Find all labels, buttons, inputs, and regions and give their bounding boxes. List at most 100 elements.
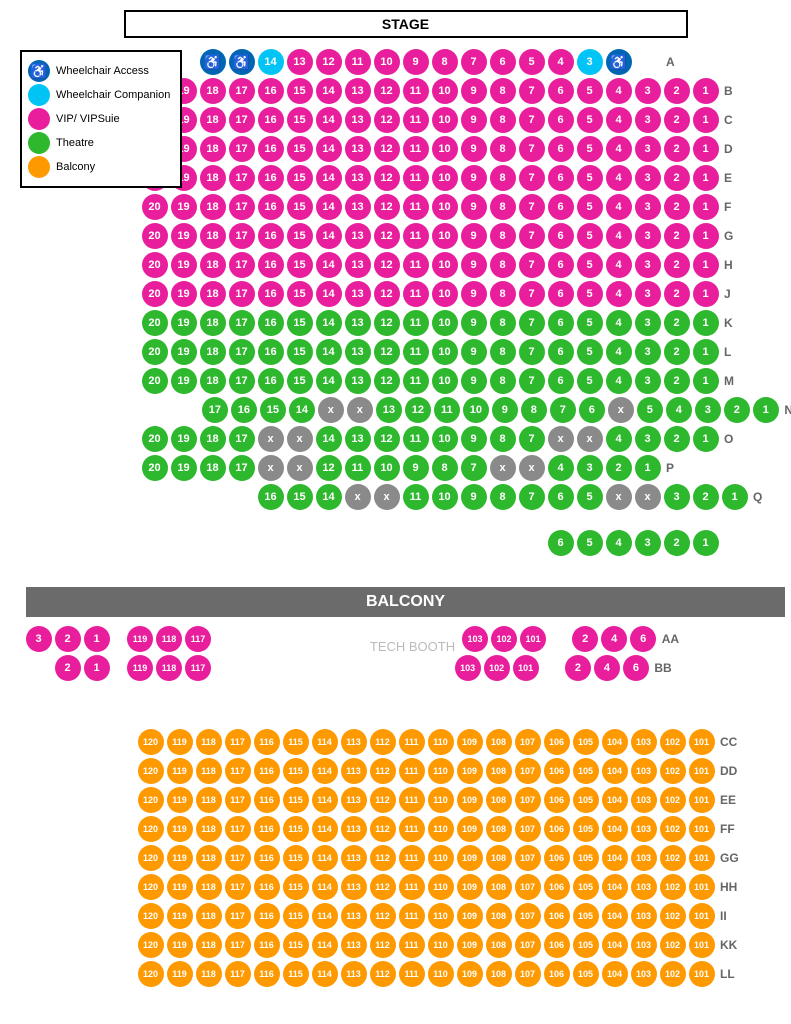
seat[interactable]: 5 <box>577 368 603 394</box>
seat[interactable]: 16 <box>258 107 284 133</box>
seat[interactable]: 15 <box>287 310 313 336</box>
seat[interactable]: 115 <box>283 845 309 871</box>
seat[interactable]: 102 <box>660 961 686 987</box>
seat[interactable]: 14 <box>316 339 342 365</box>
seat[interactable]: 14 <box>316 223 342 249</box>
seat[interactable]: 8 <box>432 49 458 75</box>
seat[interactable]: 10 <box>432 78 458 104</box>
seat[interactable]: 114 <box>312 845 338 871</box>
seat[interactable]: 4 <box>606 136 632 162</box>
seat[interactable]: 6 <box>548 339 574 365</box>
seat[interactable]: 14 <box>316 107 342 133</box>
seat[interactable]: 16 <box>258 165 284 191</box>
seat[interactable]: 10 <box>432 194 458 220</box>
seat[interactable]: 2 <box>664 310 690 336</box>
seat[interactable]: 107 <box>515 816 541 842</box>
seat[interactable]: 113 <box>341 932 367 958</box>
seat[interactable]: 3 <box>635 252 661 278</box>
seat[interactable]: 4 <box>606 107 632 133</box>
seat[interactable]: 3 <box>635 281 661 307</box>
seat[interactable]: 112 <box>370 961 396 987</box>
seat[interactable]: 106 <box>544 903 570 929</box>
seat[interactable]: 15 <box>287 165 313 191</box>
seat[interactable]: 17 <box>229 78 255 104</box>
seat[interactable]: 8 <box>490 426 516 452</box>
seat[interactable]: 7 <box>519 368 545 394</box>
seat[interactable]: 14 <box>316 136 342 162</box>
seat[interactable]: 105 <box>573 932 599 958</box>
seat[interactable]: 19 <box>171 455 197 481</box>
seat[interactable]: 106 <box>544 758 570 784</box>
seat[interactable]: 111 <box>399 729 425 755</box>
seat[interactable]: 3 <box>635 310 661 336</box>
seat[interactable]: 4 <box>606 223 632 249</box>
seat[interactable]: 17 <box>229 281 255 307</box>
seat[interactable]: 11 <box>403 310 429 336</box>
seat[interactable]: 119 <box>127 626 153 652</box>
seat[interactable]: 13 <box>345 136 371 162</box>
seat[interactable]: 106 <box>544 874 570 900</box>
seat[interactable]: 14 <box>316 165 342 191</box>
seat[interactable]: 115 <box>283 816 309 842</box>
seat[interactable]: 16 <box>231 397 257 423</box>
seat[interactable]: 1 <box>693 223 719 249</box>
seat[interactable]: 104 <box>602 758 628 784</box>
seat[interactable]: 5 <box>577 310 603 336</box>
seat[interactable]: 106 <box>544 961 570 987</box>
seat[interactable]: 9 <box>461 368 487 394</box>
seat[interactable]: 103 <box>631 932 657 958</box>
seat[interactable]: 3 <box>664 484 690 510</box>
seat[interactable]: 113 <box>341 961 367 987</box>
seat[interactable]: 12 <box>405 397 431 423</box>
seat[interactable]: 6 <box>548 78 574 104</box>
seat[interactable]: 111 <box>399 874 425 900</box>
seat[interactable]: 109 <box>457 932 483 958</box>
seat[interactable]: 10 <box>432 281 458 307</box>
seat[interactable]: x <box>318 397 344 423</box>
seat[interactable]: 12 <box>374 252 400 278</box>
seat[interactable]: 19 <box>171 310 197 336</box>
seat[interactable]: 13 <box>345 426 371 452</box>
seat[interactable]: 15 <box>287 339 313 365</box>
seat[interactable]: 14 <box>316 368 342 394</box>
seat[interactable]: 16 <box>258 78 284 104</box>
seat[interactable]: 103 <box>455 655 481 681</box>
seat[interactable]: 18 <box>200 339 226 365</box>
seat[interactable]: 117 <box>225 787 251 813</box>
seat[interactable]: 2 <box>664 223 690 249</box>
seat[interactable]: 6 <box>548 107 574 133</box>
seat[interactable]: 2 <box>693 484 719 510</box>
seat[interactable]: 20 <box>142 310 168 336</box>
seat[interactable]: 111 <box>399 903 425 929</box>
seat[interactable]: 14 <box>316 194 342 220</box>
seat[interactable]: 4 <box>606 368 632 394</box>
seat[interactable]: 11 <box>403 252 429 278</box>
seat[interactable]: 113 <box>341 874 367 900</box>
seat[interactable]: 16 <box>258 252 284 278</box>
seat[interactable]: 1 <box>693 530 719 556</box>
seat[interactable]: 8 <box>490 194 516 220</box>
seat[interactable]: 10 <box>432 484 458 510</box>
seat[interactable]: 12 <box>374 223 400 249</box>
seat[interactable]: 5 <box>577 339 603 365</box>
seat[interactable]: 108 <box>486 961 512 987</box>
seat[interactable]: x <box>258 455 284 481</box>
seat[interactable]: 13 <box>345 281 371 307</box>
seat[interactable]: 110 <box>428 845 454 871</box>
seat[interactable]: 117 <box>225 903 251 929</box>
seat[interactable]: 6 <box>490 49 516 75</box>
seat[interactable]: 103 <box>631 845 657 871</box>
seat[interactable]: 2 <box>664 281 690 307</box>
seat[interactable]: 112 <box>370 903 396 929</box>
seat[interactable]: 107 <box>515 961 541 987</box>
seat[interactable]: 103 <box>631 816 657 842</box>
seat[interactable]: 117 <box>225 932 251 958</box>
seat[interactable]: 108 <box>486 874 512 900</box>
seat[interactable]: 20 <box>142 194 168 220</box>
seat[interactable]: 101 <box>513 655 539 681</box>
seat[interactable]: 112 <box>370 787 396 813</box>
seat[interactable]: 6 <box>548 484 574 510</box>
seat[interactable]: 119 <box>167 961 193 987</box>
seat[interactable]: 107 <box>515 903 541 929</box>
seat[interactable]: 119 <box>167 816 193 842</box>
